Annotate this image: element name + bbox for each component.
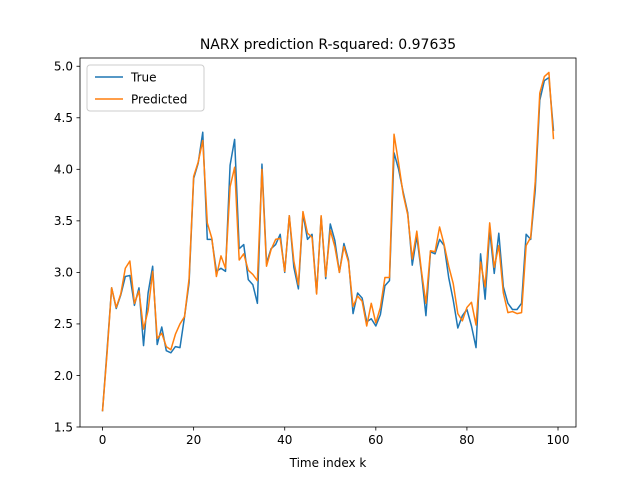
x-tick-label: 60 xyxy=(368,433,383,447)
y-tick-label: 2.5 xyxy=(54,317,73,331)
x-axis-label: Time index k xyxy=(289,456,367,470)
y-tick-label: 2.0 xyxy=(54,369,73,383)
legend-label-true: True xyxy=(130,71,157,85)
x-tick-label: 0 xyxy=(99,433,107,447)
x-tick-label: 80 xyxy=(459,433,474,447)
x-tick-label: 20 xyxy=(186,433,201,447)
y-axis: 1.5 2.0 2.5 3.0 3.5 4.0 4.5 5.0 xyxy=(54,60,80,434)
y-tick-label: 4.0 xyxy=(54,163,73,177)
plot-frame xyxy=(79,57,577,428)
chart-title: NARX prediction R-squared: 0.97635 xyxy=(200,37,456,53)
x-tick-label: 40 xyxy=(277,433,292,447)
x-tick-label: 100 xyxy=(547,433,570,447)
x-axis: 0 20 40 60 80 100 xyxy=(99,427,570,447)
legend: True Predicted xyxy=(86,64,205,112)
legend-label-predicted: Predicted xyxy=(131,93,187,107)
series-line-predicted xyxy=(101,71,555,412)
y-tick-label: 1.5 xyxy=(54,420,73,434)
y-tick-label: 3.5 xyxy=(54,214,73,228)
y-tick-label: 4.5 xyxy=(54,111,73,125)
plot-area xyxy=(79,57,577,428)
y-tick-label: 5.0 xyxy=(54,60,73,74)
y-tick-label: 3.0 xyxy=(54,266,73,280)
